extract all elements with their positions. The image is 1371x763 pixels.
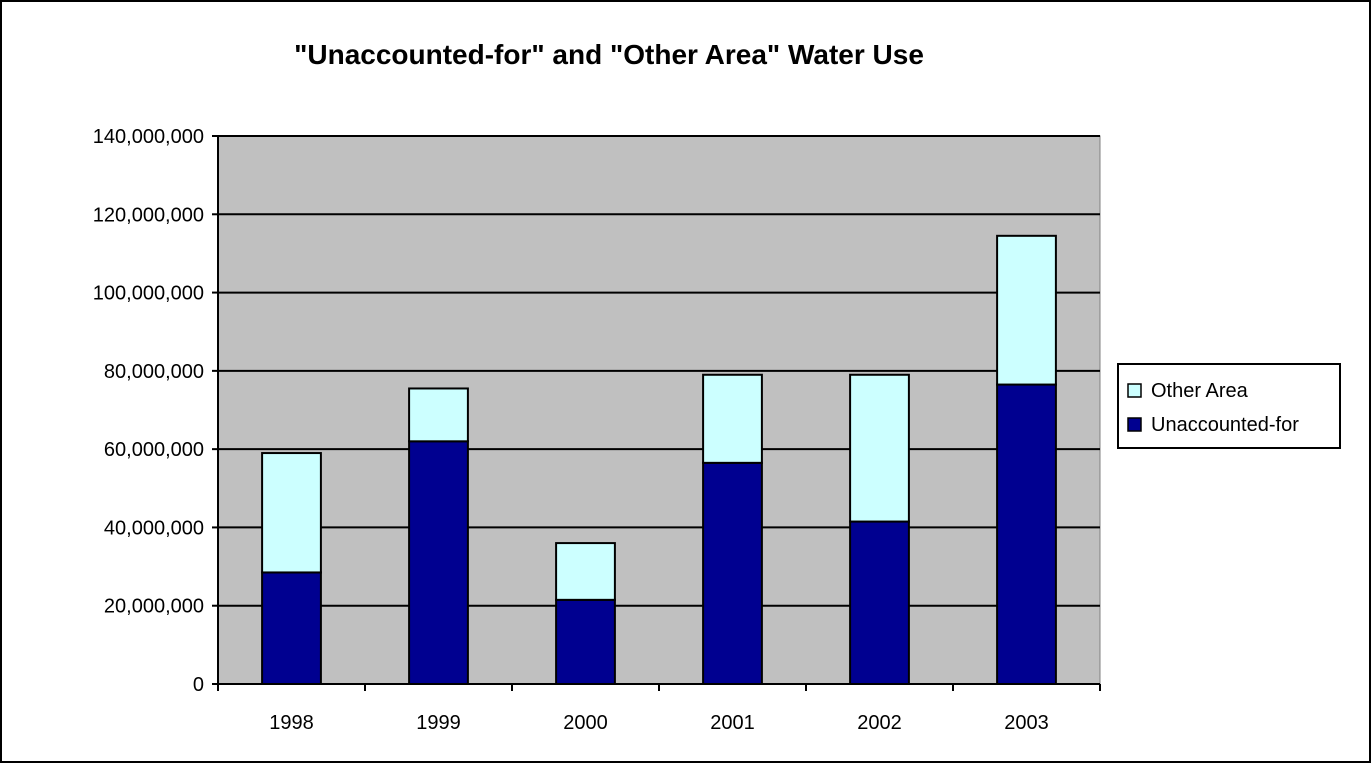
bar-other-area-2001 [702, 373, 763, 464]
chart-title: "Unaccounted-for" and "Other Area" Water… [294, 39, 924, 70]
y-tick-label: 80,000,000 [104, 361, 204, 383]
bar-unaccounted-for-2000 [555, 598, 616, 685]
bar-other-area-2002 [849, 373, 910, 523]
legend-box [1117, 363, 1341, 449]
legend-label-other-area: Other Area [1151, 380, 1249, 402]
legend-swatch-other-area [1127, 383, 1142, 398]
bar-other-area-2000 [555, 542, 616, 601]
bar-other-area-1999 [408, 387, 469, 443]
bar-unaccounted-for-2003 [996, 383, 1057, 685]
x-tick-label: 2000 [563, 712, 608, 734]
legend: Other Area Unaccounted-for [1117, 363, 1341, 449]
legend-label-unaccounted-for: Unaccounted-for [1151, 414, 1299, 436]
x-tick-label: 1998 [269, 712, 314, 734]
plot-area [217, 135, 1101, 685]
x-tick-label: 2001 [710, 712, 755, 734]
x-tick-label: 2003 [1004, 712, 1049, 734]
y-tick-label: 60,000,000 [104, 439, 204, 461]
bar-unaccounted-for-1998 [261, 571, 322, 686]
axes: 0 20,000,000 40,000,000 60,000,000 80,000,00… [93, 126, 1101, 734]
x-tick-label: 2002 [857, 712, 902, 734]
bar-unaccounted-for-2002 [849, 520, 910, 685]
bar-other-area-1998 [261, 452, 322, 574]
bar-unaccounted-for-1999 [408, 440, 469, 686]
y-tick-label: 40,000,000 [104, 517, 204, 539]
bar-unaccounted-for-2001 [702, 461, 763, 686]
y-tick-label: 0 [193, 674, 204, 696]
gridlines [218, 135, 1100, 607]
bars [261, 234, 1057, 686]
y-tick-label: 100,000,000 [93, 283, 204, 305]
legend-swatch-unaccounted-for [1127, 417, 1142, 432]
y-tick-label: 140,000,000 [93, 126, 204, 148]
y-tick-label: 20,000,000 [104, 596, 204, 618]
bar-other-area-2003 [996, 234, 1057, 386]
x-tick-label: 1999 [416, 712, 461, 734]
y-tick-label: 120,000,000 [93, 204, 204, 226]
